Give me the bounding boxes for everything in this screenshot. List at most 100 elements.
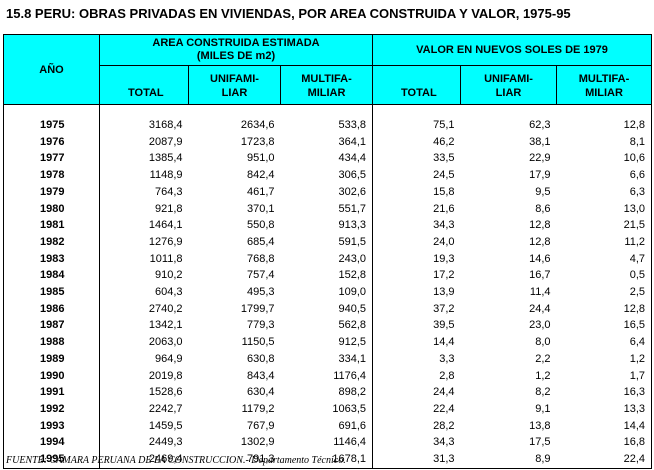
area-multifamiliar-cell: 334,1 <box>280 350 374 368</box>
year-cell: 1978 <box>3 167 100 184</box>
area-multifamiliar-cell: 243,0 <box>280 250 374 268</box>
year-cell: 1989 <box>3 350 100 368</box>
area-unifamiliar-cell: 842,4 <box>246 169 275 182</box>
valor-unifamiliar-cell: 13,8 <box>529 419 551 432</box>
table-row: 1988 2063,0 1150,5 912,5 14,4 8,0 6,4 <box>3 334 653 351</box>
area-multifamiliar-cell: 434,4 <box>280 150 374 168</box>
area-total-cell: 2449,3 <box>99 434 189 452</box>
area-total-cell: 1459,5 <box>99 417 189 435</box>
table-body: 1975 3168,4 2634,6 533,8 75,1 62,3 12,8 1976 208… <box>3 104 653 469</box>
valor-multifamiliar-cell: 12,8 <box>556 117 653 134</box>
area-total-cell: 1464,1 <box>99 217 189 234</box>
spacer-cell <box>280 104 374 117</box>
valor-total-cell: 24,5 <box>372 167 461 184</box>
valor-multifamiliar-cell: 22,4 <box>556 451 653 469</box>
area-unifamiliar-cell: 1723,8 <box>240 135 275 148</box>
footnote: FUENTE: CAMARA PERUANA DE LA CONSTRUCCIO… <box>6 455 346 466</box>
year-header: AÑO <box>3 34 100 105</box>
area-multifamiliar-cell: 691,6 <box>280 417 374 435</box>
valor-multifamiliar-cell: 16,5 <box>556 317 653 335</box>
table-row: 1986 2740,2 1799,7 940,5 37,2 24,4 12,8 <box>3 300 653 318</box>
table-row: 1989 964,9 630,8 334,1 3,3 2,2 1,2 <box>3 350 653 368</box>
valor-multifamiliar-cell: 6,4 <box>556 334 653 351</box>
year-cell: 1993 <box>3 417 100 435</box>
table-row: 1990 2019,8 843,4 1176,4 2,8 1,2 1,7 <box>3 367 653 385</box>
area-multifamiliar-cell: 912,5 <box>280 334 374 351</box>
table-row: 1994 2449,3 1302,9 1146,4 34,3 17,5 16,8 <box>3 434 653 452</box>
area-total-cell: 910,2 <box>99 267 189 285</box>
valor-multifamiliar-cell: 4,7 <box>556 250 653 268</box>
table-row: 1984 910,2 757,4 152,8 17,2 16,7 0,5 <box>3 267 653 285</box>
valor-total-cell: 34,3 <box>372 217 461 234</box>
valor-unifamiliar-cell: 1,2 <box>535 369 551 382</box>
spacer-cell <box>3 104 100 117</box>
area-group-header-line2: (MILES DE m2) <box>196 50 276 62</box>
table-row: 1980 921,8 370,1 551,7 21,6 8,6 13,0 <box>3 200 653 218</box>
valor-unifamiliar-cell: 14,6 <box>529 252 551 265</box>
year-cell: 1985 <box>3 284 100 301</box>
area-total-cell: 1148,9 <box>99 167 189 184</box>
area-unifamiliar-cell: 1302,9 <box>240 436 275 449</box>
valor-total-cell: 14,4 <box>372 334 461 351</box>
year-cell: 1992 <box>3 400 100 418</box>
valor-total-cell: 17,2 <box>372 267 461 285</box>
valor-multifamiliar-cell: 16,8 <box>556 434 653 452</box>
year-cell: 1994 <box>3 434 100 452</box>
year-cell: 1988 <box>3 334 100 351</box>
valor-unifamiliar-cell: 8,2 <box>535 386 551 399</box>
valor-total-cell: 13,9 <box>372 284 461 301</box>
year-cell: 1987 <box>3 317 100 335</box>
valor-multifamiliar-cell: 6,3 <box>556 183 653 201</box>
year-cell: 1983 <box>3 250 100 268</box>
year-cell: 1976 <box>3 133 100 151</box>
area-unifamiliar-cell: 461,7 <box>246 185 275 198</box>
valor-multifamiliar-cell: 6,6 <box>556 167 653 184</box>
area-multifamiliar-cell: 940,5 <box>280 300 374 318</box>
area-unifamiliar-cell: 843,4 <box>246 369 275 382</box>
area-total-cell: 1011,8 <box>99 250 189 268</box>
area-multifamiliar-cell: 302,6 <box>280 183 374 201</box>
area-total-cell: 2087,9 <box>99 133 189 151</box>
valor-multifamiliar-header-line2: MILIAR <box>585 87 623 99</box>
valor-multifamiliar-cell: 1,7 <box>556 367 653 385</box>
area-unifamiliar-cell: 768,8 <box>246 252 275 265</box>
table-row: 1987 1342,1 779,3 562,8 39,5 23,0 16,5 <box>3 317 653 335</box>
area-multifamiliar-cell: 913,3 <box>280 217 374 234</box>
year-cell: 1982 <box>3 233 100 251</box>
valor-unifamiliar-cell: 23,0 <box>529 319 551 332</box>
area-unifamiliar-cell: 370,1 <box>246 202 275 215</box>
area-multifamiliar-cell: 306,5 <box>280 167 374 184</box>
valor-multifamiliar-cell: 14,4 <box>556 417 653 435</box>
valor-multifamiliar-cell: 13,3 <box>556 400 653 418</box>
year-cell: 1975 <box>3 117 100 134</box>
area-total-cell: 1385,4 <box>99 150 189 168</box>
spacer-cell <box>461 105 557 118</box>
valor-total-cell: 31,3 <box>372 451 461 469</box>
area-total-cell: 604,3 <box>99 284 189 301</box>
area-multifamiliar-cell: 562,8 <box>280 317 374 335</box>
valor-unifamiliar-cell: 24,4 <box>529 302 551 315</box>
valor-unifamiliar-header-line2: LIAR <box>495 87 522 99</box>
spacer-cell <box>189 105 281 118</box>
valor-unifamiliar-header-line1: UNIFAMI- <box>484 73 533 85</box>
valor-total-cell: 22,4 <box>372 400 461 418</box>
area-unifamiliar-cell: 1799,7 <box>240 302 275 315</box>
valor-multifamiliar-header-line1: MULTIFA- <box>578 73 630 85</box>
area-unifamiliar-cell: 1150,5 <box>241 336 275 349</box>
valor-group-header: VALOR EN NUEVOS SOLES DE 1979 <box>372 34 653 66</box>
area-total-cell: 2063,0 <box>99 334 189 351</box>
year-cell: 1981 <box>3 217 100 234</box>
valor-multifamiliar-header: MULTIFA- MILIAR <box>556 65 653 105</box>
area-total-cell: 2242,7 <box>99 400 189 418</box>
valor-total-cell: 75,1 <box>372 117 461 134</box>
valor-unifamiliar-cell: 17,9 <box>529 169 551 182</box>
valor-unifamiliar-cell: 62,3 <box>529 119 551 131</box>
valor-unifamiliar-cell: 12,8 <box>529 219 551 232</box>
area-total-header: TOTAL <box>99 65 189 105</box>
area-unifamiliar-cell: 791,3 <box>188 451 281 469</box>
area-multifamiliar-cell: 591,5 <box>280 233 374 251</box>
area-multifamiliar-cell: 1176,4 <box>280 367 374 385</box>
valor-total-cell: 15,8 <box>372 183 461 201</box>
area-group-header: AREA CONSTRUIDA ESTIMADA (MILES DE m2) <box>98 34 374 66</box>
year-cell: 1986 <box>3 300 100 318</box>
